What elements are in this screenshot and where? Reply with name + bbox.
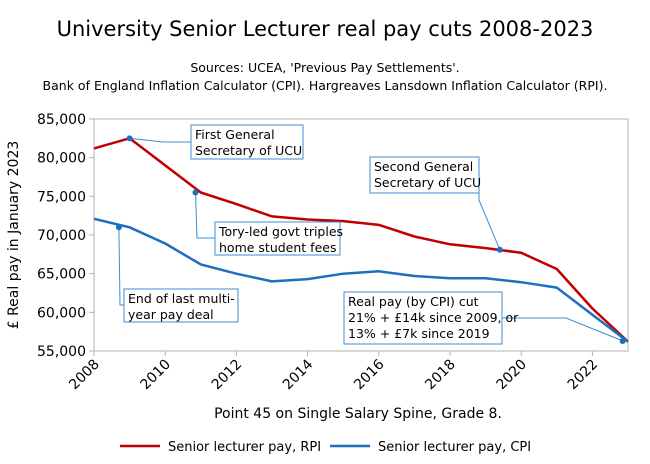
chart-subtitle-line-1: Sources: UCEA, 'Previous Pay Settlements…	[190, 60, 459, 75]
x-tick-label: 2016	[351, 356, 388, 393]
y-tick-label: 70,000	[37, 228, 86, 244]
x-tick-label: 2020	[494, 357, 531, 394]
legend-label-rpi: Senior lecturer pay, RPI	[168, 440, 321, 455]
x-tick-label: 2018	[422, 357, 459, 394]
series-line-cpi	[93, 217, 629, 343]
chart-subtitle-line-2: Bank of England Inflation Calculator (CP…	[43, 78, 608, 93]
plot-area: 55,000 60,000 65,000 70,000 75,000 80,000 85,0…	[37, 112, 629, 394]
annotation-text: Secretary of UCU	[195, 143, 302, 158]
annotation-point	[619, 337, 626, 344]
y-axis-label: £ Real pay in January 2023	[6, 141, 22, 330]
annotation-leader	[502, 317, 623, 342]
annotation-point	[496, 246, 503, 253]
annotation-leader	[129, 137, 191, 143]
annotation-text: Real pay (by CPI) cut	[348, 294, 479, 309]
annotation-box	[343, 291, 503, 345]
annotation-text: year pay deal	[128, 307, 214, 322]
annotation-box	[190, 124, 304, 160]
legend-label-cpi: Senior lecturer pay, CPI	[378, 440, 531, 455]
y-tick-label: 75,000	[37, 189, 86, 205]
annotation-leader	[195, 192, 215, 239]
annotation-box	[369, 156, 480, 194]
annotation-text: Second General	[374, 159, 473, 174]
x-tick-label: 2022	[565, 357, 602, 394]
y-tick-label: 65,000	[37, 267, 86, 283]
legend: Senior lecturer pay, RPI Senior lecturer…	[120, 440, 531, 455]
annotation-text: First General	[195, 127, 275, 142]
annotation-point	[192, 189, 199, 196]
annotation-leader	[118, 227, 124, 306]
y-tick-label: 60,000	[37, 305, 86, 321]
annotation-leader	[478, 175, 501, 250]
y-tick-label: 85,000	[37, 112, 86, 128]
annotation-text: 13% + £7k since 2019	[348, 326, 490, 341]
annotation-text: 21% + £14k since 2009, or	[348, 310, 519, 325]
annotation-box	[123, 288, 239, 323]
y-tick-label: 55,000	[37, 344, 86, 360]
x-tick-label: 2012	[209, 357, 246, 394]
annotation-text: End of last multi-	[128, 291, 235, 306]
series-line-rpi	[93, 137, 629, 343]
annotation-text: Secretary of UCU	[374, 175, 481, 190]
annotation-text: home student fees	[219, 240, 336, 255]
x-tick-label: 2008	[66, 357, 103, 394]
chart-title: University Senior Lecturer real pay cuts…	[57, 17, 594, 41]
annotation-text: Tory-led govt triples	[218, 224, 343, 239]
x-axis-label: Point 45 on Single Salary Spine, Grade 8…	[214, 406, 502, 422]
annotation-point	[115, 224, 122, 231]
annotation-box	[214, 221, 341, 256]
x-tick-label: 2014	[280, 356, 317, 393]
x-tick-label: 2010	[138, 357, 175, 394]
annotation-point	[126, 135, 133, 142]
y-tick-label: 80,000	[37, 151, 86, 167]
